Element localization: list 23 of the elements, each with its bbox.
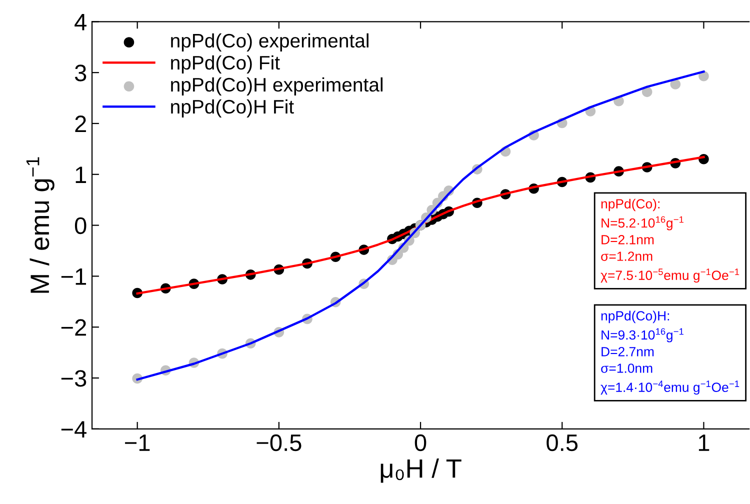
x-tick-label: −1: [125, 434, 150, 451]
text: npPd(Co)H: N=9.3·10$^{16}$g$^{−1}$ D=2.7nm σ=1.0nm χ=1.4·10$^{−4}$emu g$^{−1}$Oe$^{−1}$: [600, 310, 740, 395]
legend-label: npPd(Co) Fit: [171, 55, 280, 74]
y-tick-label: −2: [61, 319, 86, 336]
x-tick-label: 1: [698, 434, 710, 451]
x-tick-label: −0.5: [256, 434, 302, 452]
x-axis-title: μ₀H / T: [380, 458, 462, 483]
point: [670, 79, 681, 90]
y-tick-label: −1: [61, 268, 86, 285]
x-tick-label: 0.5: [546, 434, 578, 452]
y-tick-label: −3: [61, 370, 86, 387]
y-tick-label: 2: [75, 116, 86, 132]
y-tick-label: 4: [74, 14, 86, 30]
legend-label: npPd(Co)H Fit: [171, 99, 294, 118]
legend-label: npPd(Co) experimental: [171, 33, 368, 52]
y-tick-label: 0: [74, 217, 86, 234]
text: npPd(Co): N=5.2·10$^{16}$g$^{−1}$ D=2.1nm σ=1.2nm χ=7.5·10$^{−5}$emu g$^{−1}$Oe$^{−1}$: [600, 198, 740, 283]
y-tick-label: −4: [61, 421, 86, 438]
legend-label: npPd(Co)H experimental: [171, 77, 382, 96]
x-tick-label: 0: [414, 434, 426, 452]
y-axis-title: M / emu g$^{−1}$: [26, 157, 54, 293]
y-tick-label: 3: [74, 64, 86, 82]
y-tick-label: 1: [76, 166, 86, 183]
